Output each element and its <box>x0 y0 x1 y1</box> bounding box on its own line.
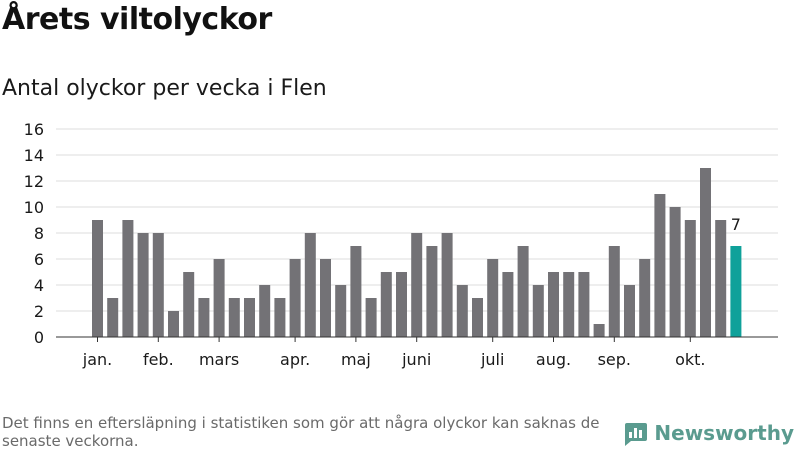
x-tick-label: juni <box>401 350 431 369</box>
bar <box>380 272 392 337</box>
bar <box>624 285 635 337</box>
bar <box>289 259 301 337</box>
bar <box>335 285 347 337</box>
bar <box>259 285 271 337</box>
x-axis-ticks: jan. feb. mars apr. maj juni juli aug. sep. okt. <box>82 337 706 369</box>
bar <box>107 298 119 337</box>
bar <box>578 272 590 337</box>
chart-subtitle: Antal olyckor per vecka i Flen <box>2 76 327 101</box>
bar <box>183 272 195 337</box>
bar <box>320 259 331 337</box>
bar <box>441 233 453 337</box>
bar <box>304 233 316 337</box>
x-tick-label: apr. <box>280 350 310 369</box>
bar <box>563 272 575 337</box>
footnote: Det finns en eftersläpning i statistiken… <box>2 414 600 450</box>
bar <box>593 324 605 337</box>
bar <box>532 285 544 337</box>
bar <box>487 259 499 337</box>
bar <box>411 233 423 337</box>
x-tick-label: aug. <box>536 350 571 369</box>
bar <box>350 246 362 337</box>
x-tick-label: sep. <box>598 350 631 369</box>
bar <box>168 311 179 337</box>
bar <box>684 220 696 337</box>
x-tick-label: jan. <box>82 350 112 369</box>
bar <box>669 207 681 337</box>
x-tick-label: mars <box>199 350 239 369</box>
y-tick-label: 12 <box>24 172 44 191</box>
bars <box>92 168 742 337</box>
bar <box>639 259 651 337</box>
y-tick-label: 6 <box>34 250 44 269</box>
bar <box>244 298 255 337</box>
bar <box>426 246 438 337</box>
bar <box>137 233 149 337</box>
brand-logo: Newsworthy <box>622 420 794 446</box>
bar <box>396 272 407 337</box>
bar <box>502 272 514 337</box>
x-tick-label: okt. <box>675 350 705 369</box>
bar <box>213 259 225 337</box>
bar <box>608 246 620 337</box>
y-tick-label: 16 <box>24 120 44 139</box>
bar <box>365 298 377 337</box>
bar-highlight <box>730 246 742 337</box>
bar <box>654 194 666 337</box>
bar <box>517 246 529 337</box>
bar <box>198 298 210 337</box>
bar <box>456 285 468 337</box>
brand-name: Newsworthy <box>654 421 794 445</box>
y-tick-label: 2 <box>34 302 44 321</box>
bar <box>548 272 559 337</box>
bar <box>472 298 483 337</box>
y-tick-label: 14 <box>24 146 44 165</box>
y-tick-label: 0 <box>34 328 44 347</box>
x-tick-label: feb. <box>143 350 174 369</box>
y-tick-label: 10 <box>24 198 44 217</box>
bar <box>274 298 286 337</box>
highlight-data-label: 7 <box>731 215 741 234</box>
bar <box>152 233 164 337</box>
y-tick-label: 8 <box>34 224 44 243</box>
x-tick-label: maj <box>341 350 371 369</box>
bar-chart: 0 2 4 6 8 10 12 14 16 jan. feb. mars apr. maj juni jul… <box>24 120 778 369</box>
bar <box>715 220 727 337</box>
bar <box>700 168 711 337</box>
bar <box>122 220 134 337</box>
y-tick-label: 4 <box>34 276 44 295</box>
chart-title: Årets viltolyckor <box>2 2 272 37</box>
x-tick-label: juli <box>480 350 504 369</box>
bar <box>228 298 240 337</box>
newsworthy-logo-icon <box>625 423 648 446</box>
bar <box>92 220 103 337</box>
y-axis-ticks: 0 2 4 6 8 10 12 14 16 <box>24 120 44 347</box>
